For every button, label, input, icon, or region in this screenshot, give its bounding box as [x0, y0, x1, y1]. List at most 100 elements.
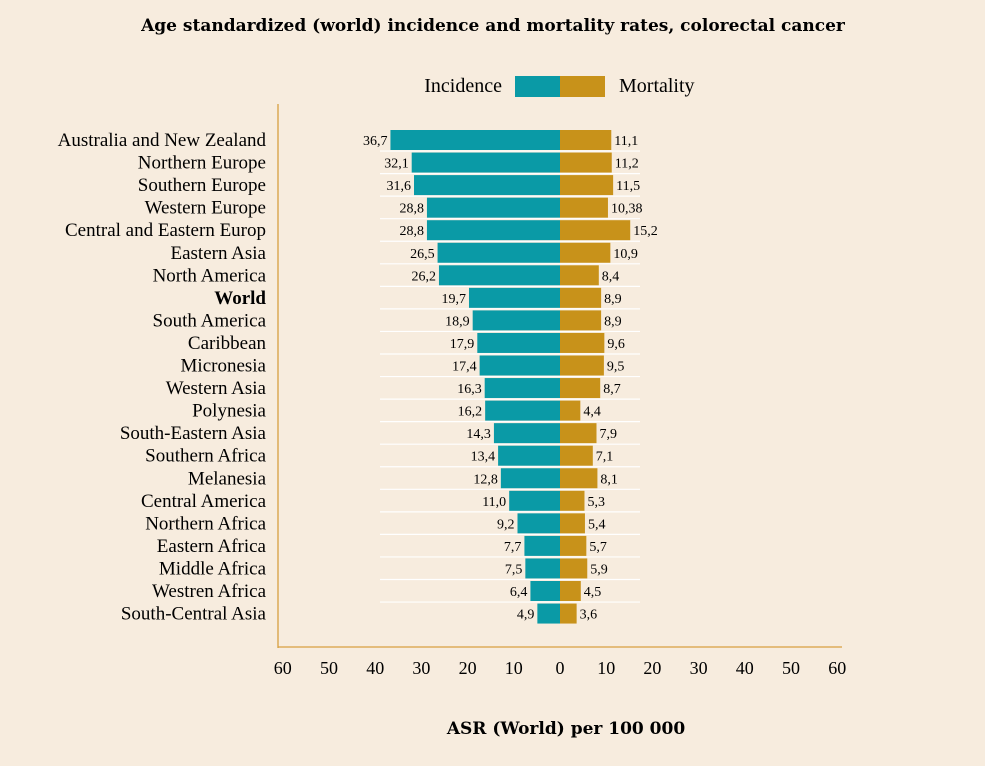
category-label: Central America: [141, 491, 267, 512]
x-tick-label: 10: [505, 658, 523, 678]
category-label: Eastern Africa: [157, 536, 267, 557]
mortality-value-label: 11,2: [615, 157, 639, 172]
incidence-value-label: 16,2: [458, 405, 483, 420]
mortality-value-label: 5,3: [587, 495, 605, 510]
incidence-value-label: 6,4: [510, 585, 528, 600]
mortality-bar: [560, 310, 602, 331]
incidence-value-labels: 36,7 32,1 31,6 28,8 28,8 26,5 26,2 19,7 18,9 17,9…: [363, 134, 534, 623]
mortality-value-label: 4,4: [583, 405, 601, 420]
mortality-bar: [560, 445, 593, 466]
incidence-value-label: 14,3: [466, 427, 491, 442]
incidence-value-label: 7,7: [504, 540, 522, 555]
x-tick-labels: 60 50 40 30 20 10 0 10 20 30 40 50 60: [274, 658, 846, 678]
x-tick-label: 20: [643, 658, 661, 678]
mortality-value-labels: 11,1 11,2 11,5 10,38 15,2 10,9 8,4 8,9 8,9 9,6 9,5…: [580, 134, 658, 623]
incidence-bar: [537, 603, 560, 624]
incidence-bar: [477, 332, 560, 353]
mortality-value-label: 8,4: [602, 269, 620, 284]
category-label: Western Asia: [166, 378, 267, 399]
mortality-value-label: 11,1: [614, 134, 638, 149]
mortality-value-label: 10,38: [611, 202, 643, 217]
incidence-value-label: 26,5: [410, 247, 435, 262]
category-label: World: [214, 288, 266, 309]
legend-swatch-mortality: [560, 76, 605, 97]
incidence-bar: [524, 535, 560, 556]
category-label: North America: [153, 265, 267, 286]
mortality-value-label: 9,6: [607, 337, 625, 352]
mortality-bar: [560, 175, 614, 196]
mortality-bar: [560, 378, 601, 399]
incidence-bars: [390, 130, 560, 624]
incidence-bar: [493, 423, 560, 444]
x-tick-label: 30: [690, 658, 708, 678]
mortality-bar: [560, 242, 611, 263]
mortality-bar: [560, 423, 597, 444]
incidence-value-label: 11,0: [482, 495, 506, 510]
chart-title: Age standardized (world) incidence and m…: [140, 16, 846, 36]
x-tick-label: 50: [782, 658, 800, 678]
incidence-bar: [438, 265, 560, 286]
legend-swatch-incidence: [515, 76, 560, 97]
category-label: Southern Europe: [138, 175, 266, 196]
mortality-value-label: 3,6: [580, 608, 598, 623]
mortality-bar: [560, 468, 598, 489]
mortality-value-label: 15,2: [633, 224, 658, 239]
mortality-value-label: 5,4: [588, 517, 606, 532]
bar-separators: [380, 150, 640, 603]
incidence-value-label: 12,8: [473, 472, 498, 487]
category-label: Western Europe: [145, 198, 266, 219]
x-tick-label: 20: [459, 658, 477, 678]
legend-label-incidence: Incidence: [424, 75, 502, 97]
category-label: Melanesia: [188, 468, 267, 489]
mortality-bar: [560, 220, 631, 241]
x-tick-label: 40: [366, 658, 384, 678]
x-axis-title: ASR (World) per 100 000: [446, 719, 686, 739]
x-tick-label: 0: [556, 658, 565, 678]
mortality-value-label: 8,9: [604, 314, 622, 329]
incidence-bar: [500, 468, 560, 489]
mortality-bar: [560, 558, 588, 579]
x-tick-label: 40: [736, 658, 754, 678]
incidence-bar: [509, 490, 560, 511]
incidence-bar: [525, 558, 560, 579]
x-tick-label: 30: [412, 658, 430, 678]
incidence-value-label: 28,8: [399, 202, 424, 217]
mortality-bar: [560, 535, 587, 556]
mortality-bar: [560, 152, 612, 173]
incidence-value-label: 13,4: [471, 450, 496, 465]
category-label: Micronesia: [181, 356, 267, 377]
category-label: Polynesia: [192, 401, 266, 422]
incidence-value-label: 9,2: [497, 517, 515, 532]
x-tick-label: 60: [274, 658, 292, 678]
incidence-value-label: 4,9: [517, 608, 535, 623]
mortality-value-label: 5,7: [589, 540, 607, 555]
incidence-value-label: 36,7: [363, 134, 388, 149]
mortality-value-label: 7,1: [596, 450, 614, 465]
mortality-bar: [560, 355, 604, 376]
incidence-value-label: 18,9: [445, 314, 470, 329]
mortality-value-label: 8,9: [604, 292, 622, 307]
incidence-value-label: 7,5: [505, 562, 523, 577]
incidence-bar: [472, 310, 560, 331]
mortality-value-label: 11,5: [616, 179, 640, 194]
incidence-value-label: 26,2: [411, 269, 436, 284]
incidence-bar: [485, 400, 560, 421]
legend-label-mortality: Mortality: [619, 75, 695, 97]
category-label: South-Central Asia: [121, 604, 267, 625]
incidence-bar: [468, 287, 560, 308]
mortality-bar: [560, 197, 608, 218]
category-label: South America: [153, 310, 267, 331]
mortality-bar: [560, 400, 581, 421]
mortality-bar: [560, 130, 612, 150]
mortality-bar: [560, 581, 581, 601]
category-label: South-Eastern Asia: [120, 423, 267, 444]
incidence-value-label: 17,4: [452, 360, 477, 375]
category-label: Northern Europe: [138, 153, 266, 174]
legend: Incidence Mortality: [424, 75, 695, 97]
incidence-bar: [498, 445, 560, 466]
category-label: Caribbean: [188, 333, 267, 354]
category-label: Central and Eastern Europ: [65, 220, 266, 241]
category-label: Eastern Asia: [170, 243, 266, 264]
incidence-bar: [390, 130, 560, 150]
incidence-value-label: 28,8: [399, 224, 424, 239]
